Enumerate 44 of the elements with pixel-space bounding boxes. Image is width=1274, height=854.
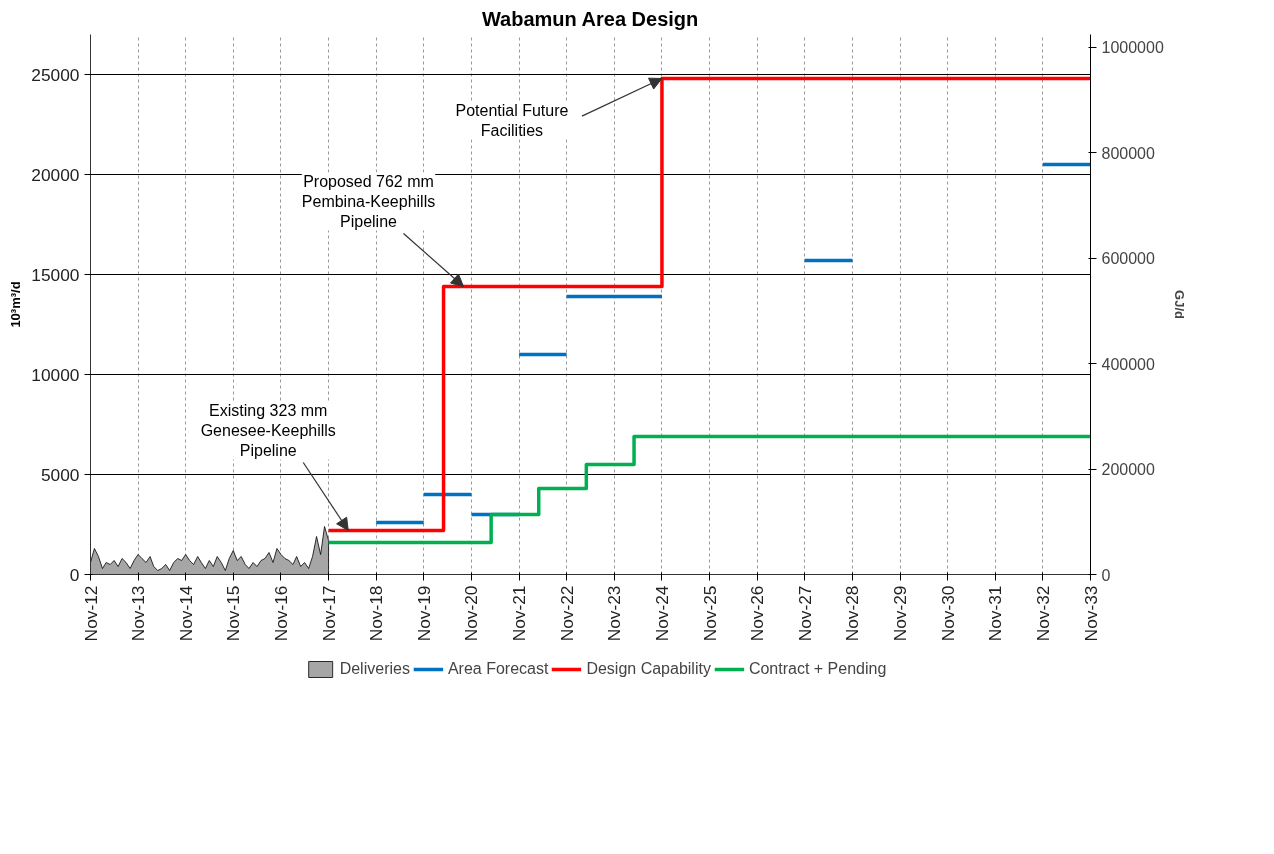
legend-label: Deliveries [339,660,410,678]
x-tick-label: Nov-12 [80,585,101,642]
y-tick-label: 5000 [40,464,80,485]
x-tick-label: Nov-13 [128,585,149,642]
x-tick-label: Nov-31 [985,585,1006,642]
x-tick-label: Nov-26 [747,585,768,642]
x-tick-label: Nov-33 [1080,585,1101,642]
y2-tick-label: 800000 [1101,144,1155,162]
legend-label: Contract + Pending [748,660,887,678]
y-tick-label: 25000 [31,64,80,85]
y2-tick-label: 1000000 [1101,39,1164,57]
legend-label: Design Capability [586,660,711,678]
x-tick-label: Nov-20 [461,585,482,642]
x-tick-label: Nov-24 [651,585,672,642]
x-tick-label: Nov-29 [890,585,911,642]
y-axis-title: 10³m³/d [8,281,24,328]
annotation: Existing 323 mm Genesee-Keephills Pipeline [200,401,336,460]
y-tick-label: 20000 [31,164,80,185]
y2-tick-label: 600000 [1101,250,1155,268]
annotation: Potential Future Facilities [455,101,569,140]
x-tick-label: Nov-22 [556,585,577,642]
y-tick-label: 15000 [31,264,80,285]
y2-axis-title: GJ/d [1171,290,1187,320]
x-tick-label: Nov-23 [604,585,625,642]
x-tick-label: Nov-21 [509,585,530,642]
x-tick-label: Nov-28 [842,585,863,642]
y2-tick-label: 0 [1101,566,1111,584]
x-tick-label: Nov-15 [223,585,244,642]
x-tick-label: Nov-18 [366,585,387,642]
chart-title: Wabamun Area Design [481,7,699,30]
x-tick-label: Nov-32 [1032,585,1053,642]
x-tick-label: Nov-30 [937,585,958,642]
y-tick-label: 10000 [31,364,80,385]
x-tick-label: Nov-27 [794,585,815,642]
y-tick-label: 0 [69,564,80,585]
x-tick-label: Nov-16 [270,585,291,642]
x-tick-label: Nov-17 [318,585,339,642]
x-tick-label: Nov-25 [699,585,720,642]
legend-label: Area Forecast [447,660,549,678]
y2-tick-label: 400000 [1101,355,1155,373]
y2-tick-label: 200000 [1101,461,1155,479]
x-tick-label: Nov-19 [413,585,434,642]
annotation: Proposed 762 mm Pembina-Keephills Pipeline [301,172,436,231]
x-tick-label: Nov-14 [175,585,196,642]
